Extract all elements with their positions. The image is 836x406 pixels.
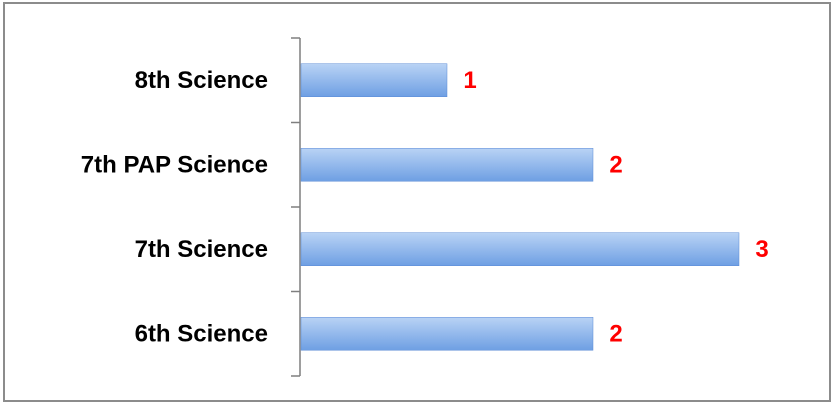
- bar-7th-science: [300, 232, 740, 266]
- category-label: 6th Science: [135, 320, 268, 347]
- data-label: 3: [755, 236, 768, 263]
- data-label: 2: [609, 151, 622, 178]
- data-label: 2: [609, 320, 622, 347]
- bar-6th-science: [300, 317, 594, 351]
- bar-7th-pap-science: [300, 148, 594, 182]
- category-label: 8th Science: [135, 67, 268, 94]
- data-label: 1: [463, 67, 476, 94]
- bar-8th-science: [300, 63, 448, 97]
- category-label: 7th PAP Science: [81, 151, 268, 178]
- category-label: 7th Science: [135, 236, 268, 263]
